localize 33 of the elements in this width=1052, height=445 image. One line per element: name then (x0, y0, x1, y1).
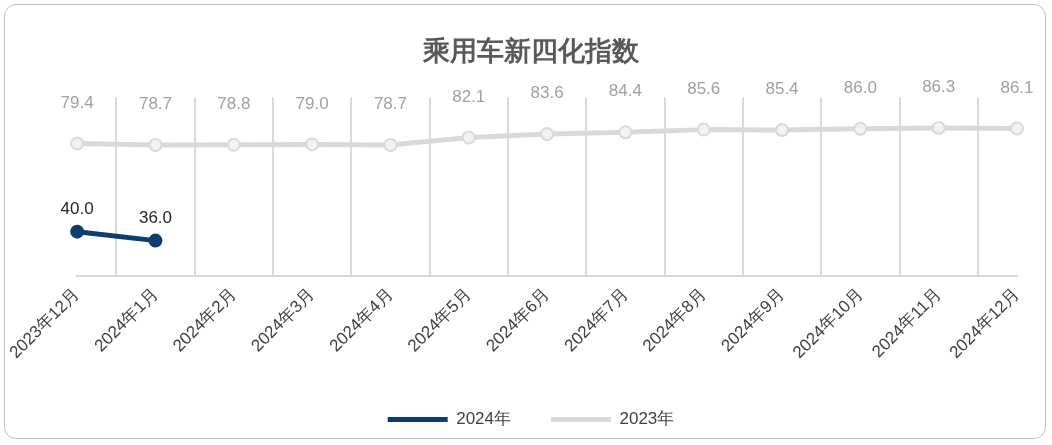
data-label: 86.1 (1000, 77, 1034, 97)
point (618, 125, 633, 140)
data-label: 79.4 (60, 92, 94, 112)
data-label: 78.8 (217, 94, 251, 114)
point (696, 122, 711, 137)
data-label: 36.0 (138, 207, 173, 227)
data-label: 79.0 (295, 93, 329, 113)
data-label: 84.4 (608, 81, 642, 101)
point (148, 233, 163, 248)
point (461, 130, 476, 145)
point (148, 138, 163, 153)
point (775, 123, 790, 138)
data-label: 85.6 (687, 78, 721, 98)
data-label: 86.0 (843, 77, 877, 97)
chart-title: 乘用车新四化指数 (422, 35, 640, 67)
point (226, 137, 241, 152)
point (1010, 121, 1024, 136)
data-label: 78.7 (138, 94, 173, 114)
data-label: 40.0 (60, 198, 94, 218)
data-label: 83.6 (530, 83, 564, 103)
data-label: 82.1 (452, 86, 486, 106)
data-label: 85.4 (765, 79, 799, 99)
point (70, 224, 85, 239)
legend-label: 2024年 (456, 409, 512, 429)
data-label: 78.7 (373, 94, 407, 114)
legend-label: 2023年 (619, 409, 675, 429)
point (853, 121, 868, 136)
data-label: 86.3 (922, 77, 956, 97)
point (70, 136, 85, 151)
point (305, 137, 320, 152)
point (540, 127, 555, 142)
point (931, 121, 946, 136)
point (383, 138, 398, 153)
